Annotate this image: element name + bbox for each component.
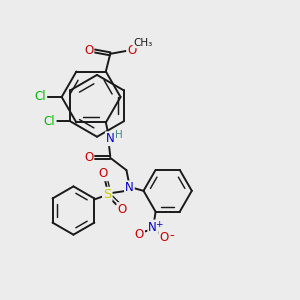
Text: Cl: Cl bbox=[44, 115, 56, 128]
Text: H: H bbox=[115, 130, 123, 140]
Text: O: O bbox=[99, 167, 108, 180]
Text: O: O bbox=[127, 44, 136, 57]
Text: N: N bbox=[106, 132, 115, 145]
Text: -: - bbox=[170, 230, 175, 242]
Text: O: O bbox=[84, 44, 93, 57]
Text: O: O bbox=[84, 151, 93, 164]
Text: N: N bbox=[125, 182, 134, 194]
Text: CH₃: CH₃ bbox=[133, 38, 152, 48]
Text: O: O bbox=[135, 228, 144, 241]
Text: Cl: Cl bbox=[35, 91, 46, 103]
Text: O: O bbox=[159, 231, 169, 244]
Text: N: N bbox=[148, 220, 157, 233]
Text: S: S bbox=[103, 188, 112, 201]
Text: O: O bbox=[117, 203, 127, 216]
Text: +: + bbox=[155, 220, 163, 229]
